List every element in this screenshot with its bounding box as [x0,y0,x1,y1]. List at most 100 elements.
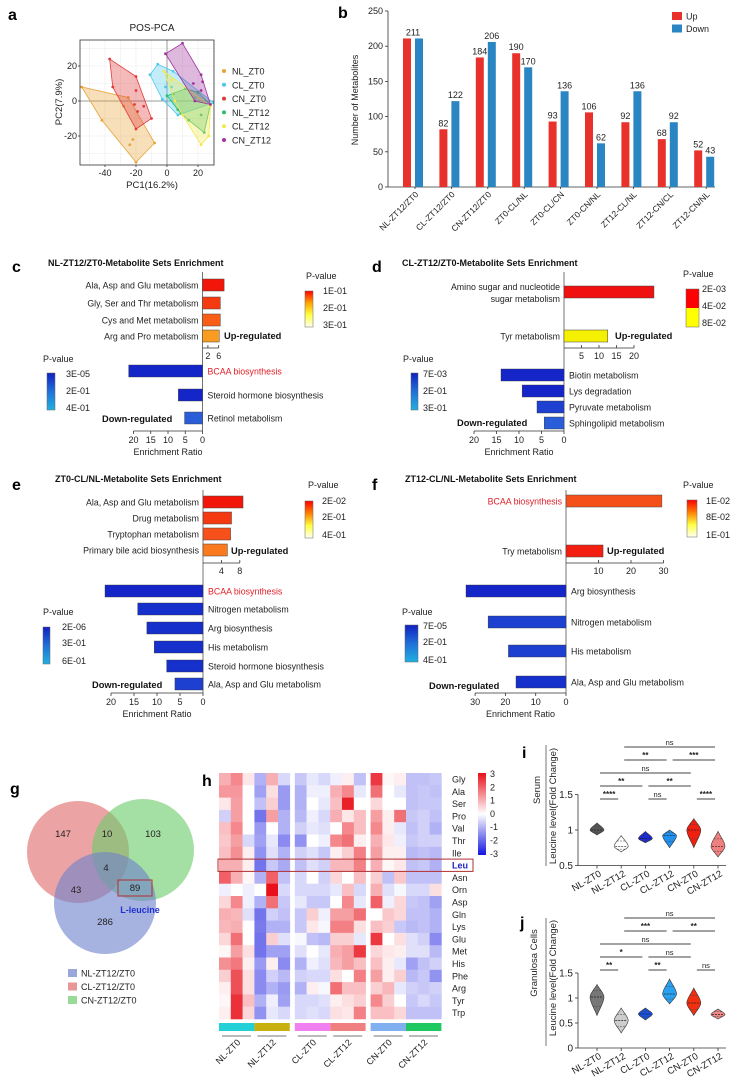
row-label: Met [452,947,468,957]
x-axis-label: Enrichment Ratio [133,447,202,457]
legend-label: 3E-01 [423,403,447,413]
heatmap-cell [230,834,243,848]
heatmap-cell [429,773,442,786]
pca-point [165,94,169,98]
bar-value-label: 136 [630,80,645,90]
heatmap-cell [394,773,407,786]
legend-label: CN_ZT0 [232,94,266,104]
legend-label: CN-ZT12/ZT0 [81,996,137,1006]
heatmap-cell [370,982,383,995]
legend-label: Up [686,12,698,22]
heatmap-cell [370,908,383,921]
up-regulated-label: Up-regulated [231,546,289,556]
heatmap-cell [417,982,430,995]
heatmap-cell [254,945,267,958]
heatmap-cell [219,834,232,848]
down-tick-label: 15 [146,435,156,445]
heatmap-cell [318,883,331,897]
row-label: Thr [452,836,466,846]
significance-label: *** [641,922,651,931]
bar-down [415,38,423,188]
heatmap-cell [429,834,442,848]
heatmap-cell [382,945,395,958]
heatmap-cell [230,920,243,934]
y-axis-label: Leucine level(Fold Change) [548,920,559,1036]
significance-label: ns [641,935,649,944]
heatmap-cell [254,982,267,995]
bar-up [565,544,604,558]
legend-label: 2E-01 [423,637,447,647]
heatmap-cell [306,846,319,860]
bar-down [104,584,204,598]
pathway-label: Tryptophan metabolism [107,529,199,539]
legend-label: 2E-01 [323,303,347,313]
heatmap-cell [394,785,407,798]
pvalue-colorbar [304,500,314,539]
legend-label: 3E-01 [323,320,347,330]
heatmap-cell [394,932,407,946]
legend-title: P-value [683,480,714,490]
panel-letter: a [8,7,17,24]
category-label: ZT0-CL/CN [528,189,566,227]
heatmap-cell [330,773,343,786]
up-tick-label: 10 [593,566,603,576]
x-tick-label: 0 [164,168,169,178]
heatmap-cell [394,994,407,1007]
heatmap-cell [353,945,366,958]
heatmap-cell [242,932,255,946]
bar-up [548,121,557,187]
bar-down [465,584,567,598]
pca-point [153,141,157,145]
panel-title: NL-ZT12/ZT0-Metabolite Sets Enrichment [48,258,224,268]
heatmap-cell [417,945,430,958]
heatmap-cell [382,920,395,934]
violin-CN-ZT12 [710,1008,726,1020]
pca-point [164,52,167,56]
heatmap-cell [254,920,267,934]
heatmap-cell [266,871,279,884]
heatmap-cell [330,846,343,860]
heatmap-cell [306,834,319,848]
y-tick-label: 0.5 [559,861,573,872]
row-label: Arg [452,984,466,994]
bar-value-label: 82 [438,118,448,128]
group-color-bar [370,1023,406,1031]
heatmap-cell [242,1006,255,1020]
bar-value-label: 43 [705,146,715,156]
heatmap-cell [406,994,419,1007]
violin-NL-ZT12 [613,835,629,853]
y-tick-label: 1.5 [559,790,573,801]
heatmap-cell [330,834,343,848]
heatmap-cell [242,797,255,811]
heatmap-cell [330,871,343,884]
bar-up [565,494,663,508]
heatmap-cell [306,883,319,897]
legend-swatch [68,996,77,1004]
heatmap-cell [266,773,279,786]
legend-label: CL_ZT12 [232,122,270,132]
heatmap-cell [417,969,430,983]
legend-marker [222,82,226,87]
heatmap-cell [294,969,307,983]
heatmap-cell [230,883,243,897]
heatmap-cell [370,773,383,786]
up-tick-label: 4 [219,566,224,576]
pca-point [100,118,104,122]
heatmap-cell [254,822,267,835]
heatmap-cell [318,871,331,884]
group-color-bar [406,1023,442,1031]
heatmap-cell [417,797,430,811]
down-tick-label: 20 [128,435,138,445]
pvalue-colorbar [42,626,51,665]
pca-point [148,73,152,77]
legend-label: 2E-01 [423,386,447,396]
pathway-label: Retinol metabolism [208,413,283,423]
venn-count: 4 [103,863,108,874]
heatmap-cell [353,797,366,811]
heatmap-cell [353,871,366,884]
bar-value-label: 184 [472,46,487,56]
row-label: Asn [452,873,468,883]
heatmap-cell [278,982,291,995]
row-label: Glu [452,934,466,944]
group-label: NL-ZT0 [214,1037,243,1066]
